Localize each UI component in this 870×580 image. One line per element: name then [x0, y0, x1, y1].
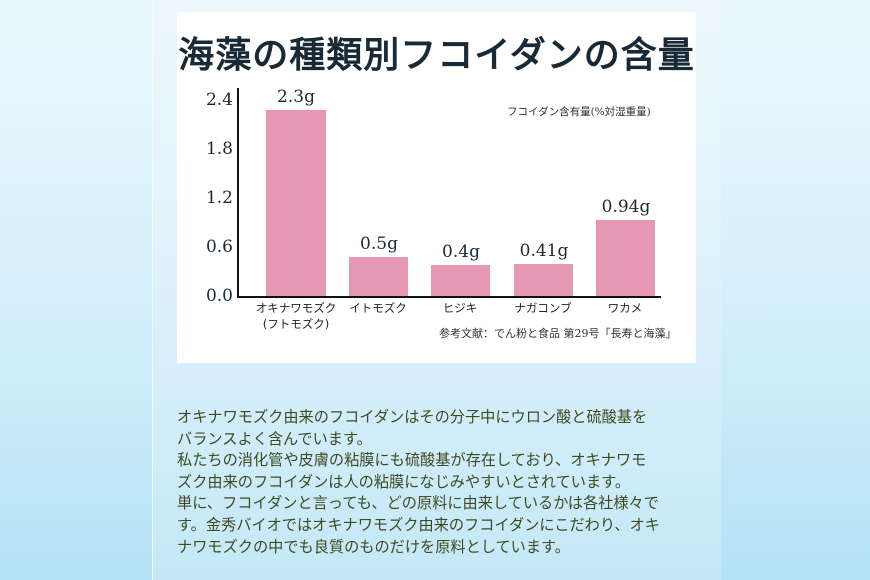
bar-value-label: 0.94g: [601, 197, 651, 217]
description-line: ズク由来のフコイダンは人の粘膜になじみやすいとされています。: [177, 472, 631, 491]
description-line: ナワモズクの中でも良質のものだけを原料としています。: [177, 537, 570, 556]
y-axis: [237, 88, 239, 298]
x-axis: [237, 296, 661, 298]
y-tick: 1.2: [205, 188, 233, 208]
bar-naga-konbu: [514, 264, 573, 296]
description-line: オキナワモズク由来のフコイダンはその分子中にウロン酸と硫酸基を: [177, 408, 648, 426]
category-label: イトモズク: [349, 301, 407, 315]
chart-card: 海藻の種類別フコイダンの含量 フコイダン含有量(%対湿重量) 2.4 1.8 1…: [177, 12, 696, 363]
bar-wakame: [596, 220, 655, 296]
y-tick: 0.0: [205, 286, 233, 306]
description-line: バランスよく含んでいます。: [177, 429, 372, 448]
legend-note: フコイダン含有量(%対湿重量): [507, 106, 651, 118]
description-line: 単に、フコイダンと言っても、どの原料に由来しているかは各社様々で: [177, 494, 659, 513]
bar-okinawa-mozuku: [266, 110, 326, 296]
category-label: オキナワモズク (フトモズク): [241, 300, 351, 332]
bar-hijiki: [431, 265, 490, 296]
description-paragraph: オキナワモズク由来のフコイダンはその分子中にウロン酸と硫酸基を バランスよく含ん…: [177, 407, 697, 558]
y-tick: 1.8: [205, 139, 233, 159]
description-line: す。金秀バイオではオキナワモズク由来のフコイダンにこだわり、オキ: [177, 515, 660, 534]
category-label-line1: オキナワモズク: [255, 301, 337, 315]
bar-ito-mozuku: [349, 257, 408, 296]
category-label: ナガコンブ: [514, 301, 572, 315]
bar-value-label: 0.4g: [442, 242, 480, 262]
category-label-line2: (フトモズク): [262, 317, 330, 331]
source-citation: 参考文献：でん粉と食品 第29号「長寿と海藻」: [439, 327, 677, 340]
bar-value-label: 2.3g: [277, 87, 315, 107]
category-label: ワカメ: [607, 301, 643, 315]
bar-value-label: 0.41g: [519, 241, 569, 261]
description-line: 私たちの消化管や皮膚の粘膜にも硫酸基が存在しており、オキナワモ: [177, 451, 647, 470]
y-tick: 2.4: [205, 90, 233, 110]
y-tick: 0.6: [205, 237, 233, 257]
chart-title: 海藻の種類別フコイダンの含量: [178, 34, 695, 76]
category-label: ヒジキ: [442, 301, 478, 315]
bar-value-label: 0.5g: [360, 234, 398, 254]
